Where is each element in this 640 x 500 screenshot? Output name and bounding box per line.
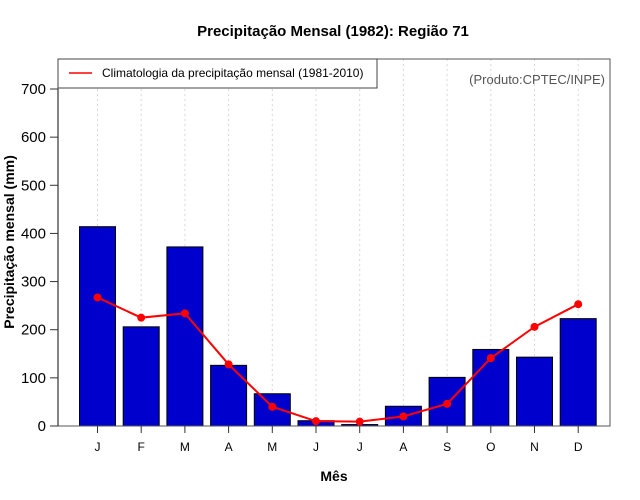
climatology-polyline: [97, 296, 579, 423]
climatology-point: [355, 417, 364, 426]
bar: [516, 356, 553, 427]
bars: [79, 226, 597, 427]
y-axis: 0 100 200 300 400 500 600 700: [21, 81, 59, 435]
y-tick-label: 400: [21, 225, 46, 242]
y-tick-label: 300: [21, 274, 46, 291]
x-tick-label: J: [313, 440, 319, 454]
climatology-point: [312, 417, 320, 426]
x-tick-label: A: [399, 440, 407, 454]
x-tick-label: M: [180, 440, 190, 454]
y-tick-label: 0: [38, 418, 46, 435]
chart-title: Precipitação Mensal (1982): Região 71: [197, 23, 469, 40]
y-tick-label: 100: [21, 370, 46, 387]
x-tick-label: O: [486, 440, 495, 454]
x-tick-label: D: [574, 440, 583, 454]
bar: [472, 348, 510, 427]
y-axis-label: Precipitação mensal (mm): [1, 155, 17, 329]
x-tick-label: A: [225, 440, 233, 454]
climatology-point: [530, 322, 539, 331]
climatology-point: [224, 360, 233, 369]
x-tick-label: S: [443, 440, 451, 454]
climatology-point: [574, 300, 583, 309]
climatology-point: [137, 313, 146, 322]
legend: Climatologia da precipitação mensal (198…: [57, 58, 378, 89]
climatology-point: [180, 309, 189, 318]
y-tick-label: 700: [21, 81, 46, 98]
climatology-point: [486, 354, 495, 363]
y-tick-label: 500: [21, 177, 46, 194]
bar: [79, 226, 116, 427]
climatology-line: [93, 293, 583, 426]
x-tick-label: N: [530, 440, 539, 454]
legend-label: Climatologia da precipitação mensal (198…: [102, 66, 363, 80]
climatology-point: [399, 412, 408, 421]
x-tick-label: F: [138, 440, 145, 454]
legend-box: [57, 58, 378, 89]
bar: [122, 326, 160, 427]
bar: [559, 318, 597, 427]
climatology-point: [268, 402, 277, 411]
x-tick-label: J: [95, 440, 101, 454]
bar: [210, 364, 248, 427]
y-tick-label: 600: [21, 129, 46, 146]
credit-annotation: (Produto:CPTEC/INPE): [469, 72, 605, 87]
x-tick-label: M: [267, 440, 277, 454]
x-tick-label: J: [357, 440, 363, 454]
climatology-point: [443, 399, 452, 408]
climatology-point: [93, 293, 102, 302]
bar: [166, 246, 204, 427]
x-axis-label: Mês: [320, 468, 347, 484]
y-tick-label: 200: [21, 322, 46, 339]
